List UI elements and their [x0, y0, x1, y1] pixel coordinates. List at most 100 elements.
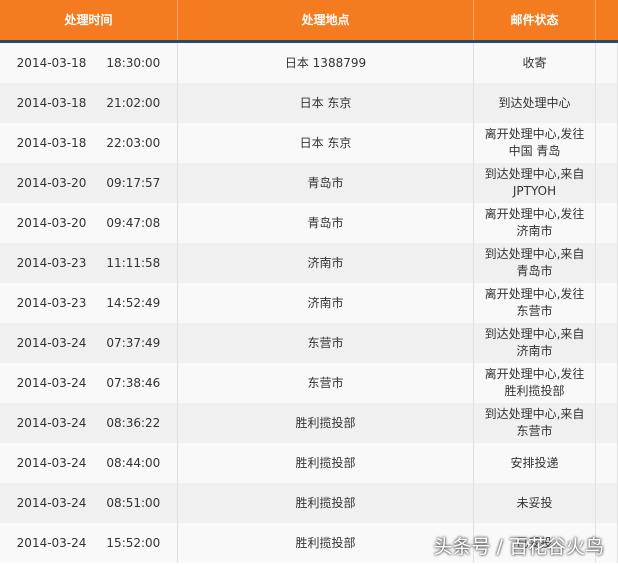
status-line: 东营市 — [516, 304, 553, 318]
header-cell: 邮件状态 — [474, 0, 596, 40]
time: 09:17:57 — [106, 175, 161, 190]
time: 07:37:49 — [106, 335, 161, 350]
time: 18:30:00 — [106, 55, 161, 70]
date: 2014-03-24 — [16, 455, 87, 470]
table-row: 2014-03-23 14:52:49 济南市 离开处理中心,发往 东营市 — [0, 283, 618, 323]
time-cell: 2014-03-18 22:03:00 — [0, 123, 178, 163]
date: 2014-03-20 — [16, 215, 87, 230]
table-row: 2014-03-24 08:51:00 胜利揽投部 未妥投 — [0, 483, 618, 523]
date: 2014-03-24 — [16, 415, 87, 430]
time: 11:11:58 — [106, 255, 161, 270]
time-cell: 2014-03-24 07:38:46 — [0, 363, 178, 403]
status-cell: 安排投递 — [474, 443, 596, 483]
date: 2014-03-18 — [16, 55, 87, 70]
status-cell: 到达处理中心,来自 济南市 — [474, 323, 596, 363]
status-line: 到达处理中心,来自 — [484, 167, 585, 181]
time-cell: 2014-03-24 08:36:22 — [0, 403, 178, 443]
spacer-cell — [596, 203, 618, 243]
location-cell: 济南市 — [178, 283, 474, 323]
status-cell: 离开处理中心,发往 胜利揽投部 — [474, 363, 596, 403]
location-cell: 东营市 — [178, 363, 474, 403]
spacer-cell — [596, 243, 618, 283]
location-cell: 青岛市 — [178, 163, 474, 203]
location-cell: 胜利揽投部 — [178, 523, 474, 563]
status-line: 到达处理中心,来自 — [484, 407, 585, 421]
status-line: 胜利揽投部 — [504, 384, 565, 398]
status-line: 济南市 — [516, 224, 553, 238]
spacer-cell — [596, 123, 618, 163]
location-cell: 青岛市 — [178, 203, 474, 243]
status-line: 收寄 — [522, 55, 547, 70]
time: 09:47:08 — [106, 215, 161, 230]
time: 07:38:46 — [106, 375, 161, 390]
location-cell: 胜利揽投部 — [178, 483, 474, 523]
time: 22:03:00 — [106, 135, 161, 150]
time-cell: 2014-03-20 09:17:57 — [0, 163, 178, 203]
time: 21:02:00 — [106, 95, 161, 110]
date: 2014-03-18 — [16, 135, 87, 150]
status-line: 到达处理中心,来自 — [484, 247, 585, 261]
spacer-cell — [596, 483, 618, 523]
time-cell: 2014-03-18 21:02:00 — [0, 83, 178, 123]
status-line: 东营市 — [516, 424, 553, 438]
date: 2014-03-24 — [16, 495, 87, 510]
status-cell: 离开处理中心,发往 济南市 — [474, 203, 596, 243]
spacer-cell — [596, 363, 618, 403]
table-row: 2014-03-18 21:02:00 日本 东京 到达处理中心 — [0, 83, 618, 123]
time-cell: 2014-03-24 08:51:00 — [0, 483, 178, 523]
status-line: 离开处理中心,发往 — [484, 287, 585, 301]
location-cell: 日本 东京 — [178, 83, 474, 123]
table-row: 2014-03-20 09:47:08 青岛市 离开处理中心,发往 济南市 — [0, 203, 618, 243]
status-cell: 已妥投 — [474, 523, 596, 563]
table-row: 2014-03-24 07:37:49 东营市 到达处理中心,来自 济南市 — [0, 323, 618, 363]
location-cell: 日本 东京 — [178, 123, 474, 163]
time: 15:52:00 — [106, 535, 161, 550]
status-line: 离开处理中心,发往 — [484, 367, 585, 381]
header-cell: 处理地点 — [178, 0, 474, 40]
status-line: 到达处理中心 — [498, 95, 571, 110]
table-row: 2014-03-24 15:52:00 胜利揽投部 已妥投 — [0, 523, 618, 563]
time-cell: 2014-03-24 15:52:00 — [0, 523, 178, 563]
location-cell: 济南市 — [178, 243, 474, 283]
location-cell: 日本 1388799 — [178, 43, 474, 83]
status-line: 青岛市 — [516, 264, 553, 278]
table-row: 2014-03-20 09:17:57 青岛市 到达处理中心,来自 JPTYOH — [0, 163, 618, 203]
time: 14:52:49 — [106, 295, 161, 310]
header-cell: 处理时间 — [0, 0, 178, 40]
status-line: 未妥投 — [516, 495, 553, 510]
status-cell: 收寄 — [474, 43, 596, 83]
date: 2014-03-23 — [16, 255, 87, 270]
table-row: 2014-03-24 08:44:00 胜利揽投部 安排投递 — [0, 443, 618, 483]
time-cell: 2014-03-20 09:47:08 — [0, 203, 178, 243]
time-cell: 2014-03-23 14:52:49 — [0, 283, 178, 323]
date: 2014-03-20 — [16, 175, 87, 190]
status-cell: 离开处理中心,发往 中国 青岛 — [474, 123, 596, 163]
date: 2014-03-23 — [16, 295, 87, 310]
table-row: 2014-03-24 07:38:46 东营市 离开处理中心,发往 胜利揽投部 — [0, 363, 618, 403]
spacer-cell — [596, 163, 618, 203]
status-line: 已妥投 — [516, 535, 553, 550]
spacer-cell — [596, 403, 618, 443]
time-cell: 2014-03-24 07:37:49 — [0, 323, 178, 363]
spacer-cell — [596, 443, 618, 483]
table-row: 2014-03-23 11:11:58 济南市 到达处理中心,来自 青岛市 — [0, 243, 618, 283]
location-cell: 胜利揽投部 — [178, 403, 474, 443]
time-cell: 2014-03-24 08:44:00 — [0, 443, 178, 483]
status-line: 离开处理中心,发往 — [484, 207, 585, 221]
time: 08:36:22 — [106, 415, 161, 430]
time-cell: 2014-03-18 18:30:00 — [0, 43, 178, 83]
status-cell: 未妥投 — [474, 483, 596, 523]
table-row: 2014-03-18 18:30:00 日本 1388799 收寄 — [0, 43, 618, 83]
date: 2014-03-18 — [16, 95, 87, 110]
status-cell: 到达处理中心,来自 东营市 — [474, 403, 596, 443]
status-line: 离开处理中心,发往 — [484, 127, 585, 141]
status-cell: 到达处理中心 — [474, 83, 596, 123]
date: 2014-03-24 — [16, 335, 87, 350]
status-cell: 到达处理中心,来自 青岛市 — [474, 243, 596, 283]
spacer-cell — [596, 283, 618, 323]
watermark: 头条号 / 百花谷火鸟 — [433, 536, 604, 558]
status-line: 安排投递 — [510, 455, 559, 470]
time-cell: 2014-03-23 11:11:58 — [0, 243, 178, 283]
spacer-cell — [596, 323, 618, 363]
location-cell: 胜利揽投部 — [178, 443, 474, 483]
